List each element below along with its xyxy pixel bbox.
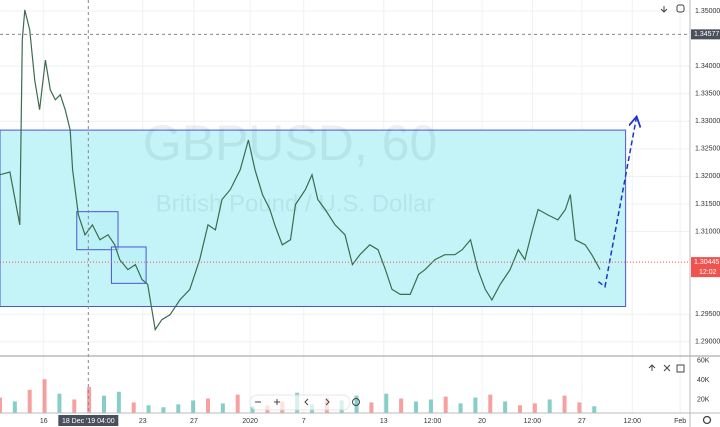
maximize-button[interactable] bbox=[676, 4, 685, 13]
volume-bar bbox=[131, 402, 136, 413]
y-tick-label: 1.31000 bbox=[695, 228, 720, 235]
x-tick-label: 12:00 bbox=[623, 418, 641, 425]
last-price-box bbox=[691, 257, 720, 278]
volume-bar bbox=[458, 403, 463, 413]
volume-bar bbox=[443, 396, 448, 413]
volume-bar bbox=[205, 398, 210, 413]
crosshair-price-box bbox=[691, 29, 720, 40]
volume-bar bbox=[577, 402, 582, 413]
volume-bar bbox=[547, 399, 552, 413]
watermark-symbol: GBPUSD, 60 bbox=[143, 115, 438, 171]
volume-bar bbox=[517, 405, 522, 413]
y-tick-label: 1.31500 bbox=[695, 201, 720, 208]
x-tick-label: 20 bbox=[478, 418, 486, 425]
volume-bar bbox=[369, 402, 374, 413]
volume-bar bbox=[220, 403, 225, 413]
volume-bar bbox=[146, 405, 151, 413]
volume-bar bbox=[250, 406, 255, 413]
watermark-description: British Pound / U.S. Dollar bbox=[156, 190, 435, 217]
y-tick-label: 1.33000 bbox=[695, 118, 720, 125]
y-tick-label: 1.29500 bbox=[695, 311, 720, 318]
volume-bar bbox=[473, 397, 478, 413]
pane-close-button[interactable] bbox=[663, 364, 671, 372]
y-tick-label: 1.32500 bbox=[695, 146, 720, 153]
scale-down-button[interactable] bbox=[660, 6, 668, 13]
volume-bar bbox=[191, 400, 196, 413]
y-tick-label: 1.32000 bbox=[695, 173, 720, 180]
y-tick-label: 1.34000 bbox=[695, 63, 720, 70]
volume-bar bbox=[42, 379, 47, 413]
x-tick-label: 2020 bbox=[242, 418, 258, 425]
zone bbox=[76, 211, 119, 251]
reset-button[interactable] bbox=[352, 398, 360, 406]
volume-bar bbox=[176, 404, 181, 413]
volume-tick-label: 60K bbox=[697, 358, 710, 365]
price-line bbox=[0, 9, 601, 332]
nav-bar bbox=[249, 394, 351, 411]
volume-bar bbox=[0, 397, 2, 413]
pane-up-button[interactable] bbox=[648, 364, 656, 371]
scroll-left-button[interactable] bbox=[304, 398, 309, 406]
last-price-label: 1.30445 bbox=[694, 259, 719, 266]
crosshair-time-box bbox=[58, 415, 119, 426]
x-tick-label: 13 bbox=[380, 418, 388, 425]
volume-tick-label: 40K bbox=[697, 377, 710, 384]
volume-bar bbox=[161, 407, 166, 413]
volume-bar bbox=[354, 395, 359, 413]
countdown-label: 12:02 bbox=[699, 269, 717, 276]
volume-bar bbox=[101, 395, 106, 413]
y-tick-label: 1.33500 bbox=[695, 91, 720, 98]
y-tick-label: 1.29000 bbox=[695, 339, 720, 346]
volume-bar bbox=[562, 395, 567, 413]
x-tick-label: 12:00 bbox=[424, 418, 442, 425]
volume-bar bbox=[87, 386, 92, 413]
volume-tick-label: 20K bbox=[697, 396, 710, 403]
x-tick-label: 23 bbox=[139, 418, 147, 425]
projection-line bbox=[597, 118, 636, 288]
x-tick-label: Feb bbox=[674, 418, 686, 425]
x-tick-label: 27 bbox=[190, 418, 198, 425]
crosshair-time-label: 18 Dec '19 04:00 bbox=[62, 418, 115, 425]
volume-bar bbox=[27, 389, 32, 413]
volume-bar bbox=[532, 403, 537, 413]
settings-button[interactable] bbox=[702, 415, 712, 425]
volume-bar bbox=[428, 399, 433, 413]
volume-bar bbox=[488, 394, 493, 413]
x-tick-label: 12:00 bbox=[524, 418, 542, 425]
volume-bar bbox=[384, 393, 389, 413]
volume-bar bbox=[72, 399, 77, 413]
volume-bar bbox=[116, 391, 121, 413]
nav-buttons bbox=[249, 4, 712, 425]
volume-bar bbox=[592, 406, 597, 413]
volume-bar bbox=[12, 401, 17, 413]
y-tick-label: 1.35000 bbox=[695, 8, 720, 15]
x-tick-label: 16 bbox=[40, 418, 48, 425]
volume-bar bbox=[235, 394, 240, 413]
volume-bar bbox=[503, 401, 508, 413]
volume-bar bbox=[413, 401, 418, 413]
crosshair-price-label: 1.34577 bbox=[694, 31, 719, 38]
x-tick-label: 27 bbox=[578, 418, 586, 425]
x-tick-label: 7 bbox=[302, 418, 306, 425]
scroll-right-button[interactable] bbox=[325, 398, 330, 406]
pane-maximize-button[interactable] bbox=[676, 364, 685, 373]
volume-bar bbox=[399, 398, 404, 413]
zoom-in-button[interactable] bbox=[274, 399, 280, 405]
volume-bar bbox=[57, 393, 62, 413]
